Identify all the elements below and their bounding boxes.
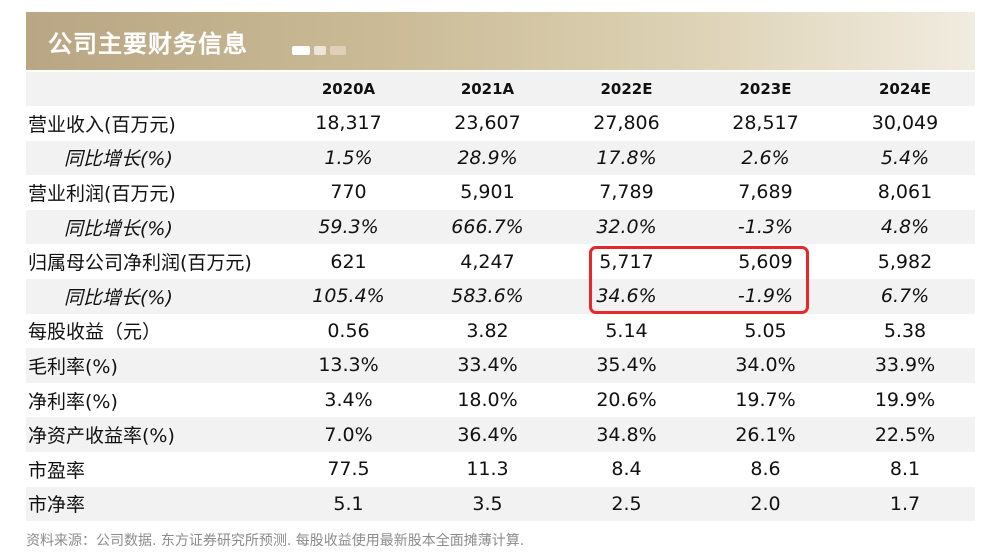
row-label: 净资产收益率(%) [26, 417, 279, 452]
value-cell: 18.0% [457, 389, 518, 412]
value-cell: 33.9% [835, 348, 975, 383]
value-cell: 5,609 [738, 250, 793, 273]
header-cell-2024e: 2024E [835, 72, 975, 106]
table-row: 市净率 5.1 3.5 2.5 2.0 1.7 [26, 486, 975, 522]
row-label: 同比增长(%) [26, 209, 279, 245]
value-cell: 36.4% [418, 417, 557, 452]
value-cell: 17.8% [557, 140, 696, 176]
value-cell: 5.05 [744, 319, 787, 342]
value-cell: 2.5 [557, 486, 696, 522]
table-row: 毛利率(%) 13.3% 33.4% 35.4% 34.0% 33.9% [26, 348, 975, 383]
value-cell: 4.8% [835, 209, 975, 245]
header-cell-2022e: 2022E [557, 72, 696, 106]
table-row: 同比增长(%) 59.3% 666.7% 32.0% -1.3% 4.8% [26, 209, 975, 245]
value-cell: 32.0% [557, 209, 696, 245]
source-footnote: 资料来源：公司数据. 东方证券研究所预测. 每股收益使用最新股本全面摊薄计算. [26, 533, 525, 549]
value-cell: 3.82 [466, 319, 509, 342]
value-cell: 26.1% [696, 417, 835, 452]
value-cell: 5.38 [883, 319, 927, 342]
header-cell-label [26, 72, 279, 106]
value-cell: 770 [330, 181, 367, 204]
value-cell: 5.14 [605, 319, 648, 342]
value-cell: 6.7% [835, 278, 975, 314]
row-label: 营业收入(百万元) [28, 113, 176, 136]
value-cell: 5,982 [877, 250, 933, 273]
value-cell: 28.9% [418, 140, 557, 176]
value-cell: 8.1 [889, 458, 921, 481]
value-cell: 34.6% [557, 278, 696, 314]
header-row: 2020A 2021A 2022E 2023E 2024E [26, 72, 975, 106]
row-label: 市盈率 [28, 459, 86, 482]
value-cell: 666.7% [418, 209, 557, 245]
table-row: 同比增长(%) 1.5% 28.9% 17.8% 2.6% 5.4% [26, 140, 975, 176]
value-cell: 7,789 [599, 181, 654, 204]
value-cell: 7.0% [279, 417, 418, 452]
value-cell: 33.4% [418, 348, 557, 383]
row-label: 市净率 [26, 486, 279, 522]
value-cell: 19.9% [874, 389, 936, 412]
value-cell: 583.6% [418, 278, 557, 314]
value-cell: 8.4 [611, 458, 642, 481]
row-label: 归属母公司净利润(百万元) [28, 252, 252, 275]
value-cell: 23,607 [454, 112, 521, 135]
table-row: 同比增长(%) 105.4% 583.6% 34.6% -1.9% 6.7% [26, 278, 975, 314]
value-cell: 1.5% [279, 140, 418, 176]
value-cell: -1.3% [696, 209, 835, 245]
value-cell: 5.1 [279, 486, 418, 522]
title-banner: 公司主要财务信息 [26, 12, 975, 70]
value-cell: -1.9% [696, 278, 835, 314]
value-cell: 1.7 [835, 486, 975, 522]
value-cell: 4,247 [460, 250, 515, 273]
value-cell: 19.7% [735, 389, 796, 412]
value-cell: 35.4% [557, 348, 696, 383]
value-cell: 5,901 [460, 181, 515, 204]
value-cell: 2.0 [696, 486, 835, 522]
table-row: 营业利润(百万元) 770 5,901 7,789 7,689 8,061 [26, 175, 975, 210]
value-cell: 8.6 [750, 458, 781, 481]
page-title: 公司主要财务信息 [48, 30, 248, 58]
banner-decoration-block-3 [330, 46, 346, 55]
header-cell-2023e: 2023E [696, 72, 835, 106]
value-cell: 5.4% [835, 140, 975, 176]
value-cell: 28,517 [732, 112, 799, 135]
row-label: 同比增长(%) [26, 278, 279, 314]
header-cell-2021a: 2021A [418, 72, 557, 106]
row-label: 营业利润(百万元) [28, 182, 176, 205]
value-cell: 3.5 [418, 486, 557, 522]
value-cell: 2.6% [696, 140, 835, 176]
table-row: 营业收入(百万元) 18,317 23,607 27,806 28,517 30,049 [26, 106, 975, 141]
value-cell: 34.0% [696, 348, 835, 383]
table-row: 市盈率 77.5 11.3 8.4 8.6 8.1 [26, 452, 975, 487]
value-cell: 34.8% [557, 417, 696, 452]
value-cell: 59.3% [279, 209, 418, 245]
value-cell: 8,061 [877, 181, 933, 204]
financial-table: 2020A 2021A 2022E 2023E 2024E 营业收入(百万元) 1… [26, 72, 975, 522]
value-cell: 621 [330, 250, 367, 273]
table-row: 每股收益（元） 0.56 3.82 5.14 5.05 5.38 [26, 314, 975, 349]
value-cell: 18,317 [315, 112, 382, 135]
table-row: 净资产收益率(%) 7.0% 36.4% 34.8% 26.1% 22.5% [26, 417, 975, 452]
value-cell: 77.5 [327, 458, 370, 481]
row-label: 毛利率(%) [26, 348, 279, 383]
value-cell: 22.5% [835, 417, 975, 452]
value-cell: 5,717 [599, 250, 654, 273]
value-cell: 13.3% [279, 348, 418, 383]
value-cell: 7,689 [738, 181, 793, 204]
row-label: 每股收益（元） [28, 321, 162, 344]
header-cell-2020a: 2020A [279, 72, 418, 106]
value-cell: 27,806 [593, 112, 660, 135]
value-cell: 3.4% [324, 389, 373, 412]
highlight-box [589, 246, 809, 314]
value-cell: 0.56 [327, 319, 370, 342]
banner-decoration-block-2 [314, 46, 326, 55]
row-label: 同比增长(%) [26, 140, 279, 176]
value-cell: 30,049 [871, 112, 939, 135]
value-cell: 105.4% [279, 278, 418, 314]
value-cell: 20.6% [596, 389, 657, 412]
table-row: 净利率(%) 3.4% 18.0% 20.6% 19.7% 19.9% [26, 383, 975, 418]
value-cell: 11.3 [466, 458, 509, 481]
table-row: 归属母公司净利润(百万元) 621 4,247 5,717 5,609 5,982 [26, 244, 975, 279]
banner-decoration-block-1 [292, 46, 310, 55]
row-label: 净利率(%) [28, 390, 118, 413]
